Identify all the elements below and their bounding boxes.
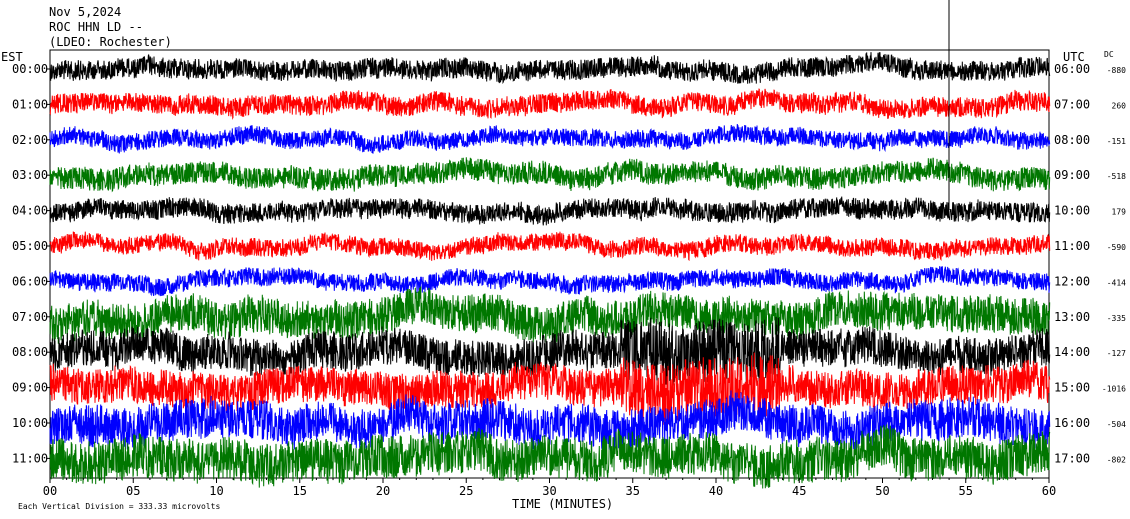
est-label: 06:00 <box>12 274 48 288</box>
est-label: 10:00 <box>12 416 48 430</box>
trace-row-0800 <box>49 316 1051 388</box>
trace-row-0700 <box>49 286 1051 344</box>
est-label: 02:00 <box>12 133 48 147</box>
utc-label: 14:00 <box>1054 345 1090 359</box>
trace-row-0000 <box>49 52 1051 85</box>
right-axis-title: UTC <box>1063 50 1085 64</box>
utc-label: 11:00 <box>1054 239 1090 253</box>
x-tick-label: 40 <box>709 484 723 498</box>
dc-value: -1016 <box>1102 385 1126 394</box>
x-tick-label: 15 <box>293 484 307 498</box>
dc-value: -880 <box>1107 66 1126 75</box>
trace-row-1100 <box>49 424 1051 489</box>
x-tick-label: 60 <box>1042 484 1056 498</box>
header-date: Nov 5,2024 <box>49 5 122 19</box>
x-tick-label: 10 <box>209 484 223 498</box>
header-station: ROC HHN LD -- <box>49 20 143 34</box>
x-tick-label: 30 <box>542 484 556 498</box>
footer-note: Each Vertical Division = 333.33 microvol… <box>18 502 221 511</box>
x-tick-label: 20 <box>376 484 390 498</box>
dc-value: -127 <box>1107 349 1126 358</box>
dc-value: -590 <box>1107 243 1126 252</box>
x-tick-label: 55 <box>959 484 973 498</box>
x-tick-label: 05 <box>126 484 140 498</box>
x-axis-label: TIME (MINUTES) <box>512 497 614 511</box>
utc-label: 13:00 <box>1054 310 1090 324</box>
est-label: 00:00 <box>12 62 48 76</box>
trace-row-0900 <box>49 352 1051 425</box>
dc-value: -504 <box>1107 420 1126 429</box>
utc-label: 16:00 <box>1054 416 1090 430</box>
x-tick-label: 25 <box>459 484 473 498</box>
dc-value: -151 <box>1107 137 1126 146</box>
x-tick-label: 35 <box>626 484 640 498</box>
utc-label: 06:00 <box>1054 62 1090 76</box>
utc-label: 17:00 <box>1054 451 1090 465</box>
left-axis-title: EST <box>1 50 23 64</box>
utc-label: 15:00 <box>1054 381 1090 395</box>
est-label: 05:00 <box>12 239 48 253</box>
header-network: (LDEO: Rochester) <box>49 35 172 49</box>
dc-value: -414 <box>1107 278 1126 287</box>
trace-row-0500 <box>49 231 1051 262</box>
dc-value: -518 <box>1107 172 1126 181</box>
trace-row-0100 <box>49 88 1051 121</box>
utc-label: 12:00 <box>1054 274 1090 288</box>
utc-label: 10:00 <box>1054 204 1090 218</box>
est-label: 01:00 <box>12 97 48 111</box>
trace-row-0300 <box>49 157 1051 193</box>
x-tick-label: 00 <box>43 484 57 498</box>
est-label: 03:00 <box>12 168 48 182</box>
dc-value: 260 <box>1112 101 1127 110</box>
est-label: 08:00 <box>12 345 48 359</box>
est-label: 09:00 <box>12 381 48 395</box>
x-tick-label: 45 <box>792 484 806 498</box>
dc-value: -335 <box>1107 314 1126 323</box>
dc-value: 179 <box>1112 208 1127 217</box>
x-tick-label: 50 <box>875 484 889 498</box>
trace-row-0200 <box>49 123 1051 154</box>
trace-row-0600 <box>49 266 1051 297</box>
dc-value: -802 <box>1107 455 1126 464</box>
est-label: 11:00 <box>12 451 48 465</box>
utc-label: 09:00 <box>1054 168 1090 182</box>
est-label: 07:00 <box>12 310 48 324</box>
trace-row-0400 <box>49 196 1051 226</box>
utc-label: 08:00 <box>1054 133 1090 147</box>
est-label: 04:00 <box>12 204 48 218</box>
dc-title: DC <box>1104 50 1114 59</box>
utc-label: 07:00 <box>1054 97 1090 111</box>
